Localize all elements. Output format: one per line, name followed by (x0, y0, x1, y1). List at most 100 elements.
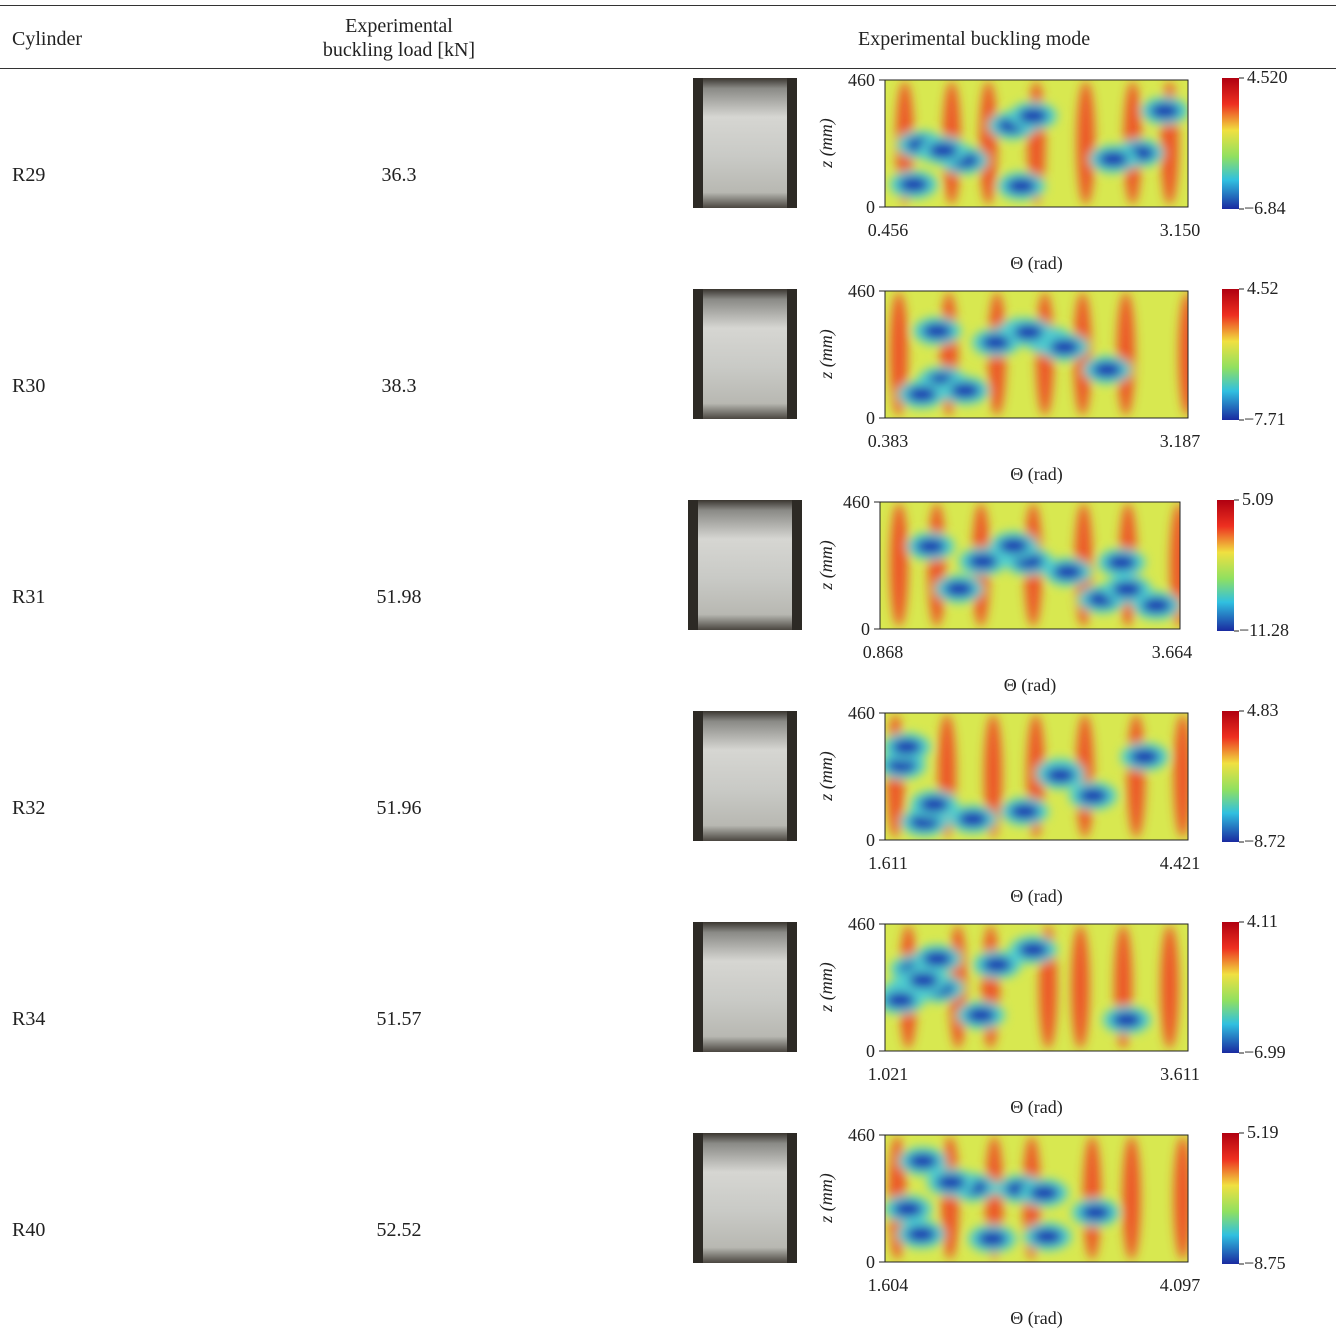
colorbar-max: 5.09 (1242, 492, 1274, 509)
heatmap-spot (982, 957, 1012, 973)
z-axis-label: z (mm) (816, 540, 837, 591)
heatmap-spot (1081, 1205, 1111, 1221)
heatmap-band (1077, 81, 1095, 205)
heatmap-spot (966, 1007, 996, 1023)
heatmap-band (979, 81, 997, 205)
colorbar-min: −7.71 (1244, 409, 1286, 429)
heatmap-band (1127, 714, 1145, 838)
buckling-load: 36.3 (340, 164, 458, 187)
heatmap (885, 291, 1197, 418)
z-tick-label: 0 (866, 197, 875, 217)
theta-tick-label: 3.187 (1160, 431, 1201, 451)
heatmap-spot (944, 581, 974, 597)
z-tick-label: 0 (866, 1252, 875, 1272)
heatmap-band (890, 503, 908, 627)
heatmap-spot (909, 972, 939, 988)
colorbar-max: 5.19 (1247, 1125, 1279, 1142)
cylinder: R29 (12, 164, 45, 187)
z-tick-label: 460 (848, 914, 875, 934)
theta-axis-label: Θ (rad) (1010, 464, 1062, 485)
cylinder: R40 (12, 1219, 45, 1242)
cylinder-photo (693, 711, 797, 841)
theta-axis-label: Θ (rad) (1010, 886, 1062, 907)
theta-tick-label: 1.611 (868, 853, 908, 873)
colorbar (1222, 1133, 1239, 1264)
heatmap-spot (1078, 788, 1108, 804)
heatmap-spot (922, 951, 952, 967)
heatmap-spot (977, 1231, 1007, 1247)
heatmap-band (1174, 714, 1192, 838)
cylinder-photo (688, 500, 802, 630)
heatmap-spot (885, 992, 915, 1008)
top-rule (0, 5, 1336, 6)
colorbar-max: 4.520 (1247, 70, 1288, 87)
colorbar (1222, 711, 1239, 842)
theta-tick-label: 0.868 (863, 642, 904, 662)
theta-axis-label: Θ (rad) (1004, 675, 1056, 696)
heatmap-band (1123, 1136, 1141, 1260)
heatmap-spot (906, 1226, 936, 1242)
theta-tick-label: 0.456 (868, 220, 909, 240)
cylinder: R34 (12, 1008, 45, 1031)
heatmap-spot (899, 177, 929, 193)
z-tick-label: 0 (866, 830, 875, 850)
theta-axis-label: Θ (rad) (1010, 1097, 1062, 1118)
z-tick-label: 0 (866, 1041, 875, 1061)
colorbar (1222, 78, 1239, 209)
theta-tick-label: 3.664 (1152, 642, 1193, 662)
heatmap-spot (1112, 1012, 1142, 1028)
heatmap (880, 502, 1188, 629)
heatmap-band (1117, 292, 1135, 416)
z-tick-label: 460 (848, 703, 875, 723)
heatmap-spot (1112, 581, 1142, 597)
heatmap (878, 713, 1192, 840)
heatmap-spot (908, 1153, 938, 1169)
theta-tick-label: 4.097 (1160, 1275, 1201, 1295)
colorbar-min: −8.75 (1244, 1253, 1286, 1273)
z-tick-label: 460 (848, 281, 875, 301)
heatmap-spot (1029, 1185, 1059, 1201)
z-axis-label: z (mm) (816, 329, 837, 380)
heatmap (885, 80, 1189, 207)
heatmap-band (982, 925, 1000, 1049)
buckling-load: 51.57 (340, 1008, 458, 1031)
heatmap-spot (1032, 1229, 1062, 1245)
heatmap-spot (1014, 324, 1044, 340)
heatmap-spot (893, 1201, 923, 1217)
z-tick-label: 0 (866, 408, 875, 428)
heatmap-band (1083, 1136, 1101, 1260)
z-axis-label: z (mm) (816, 751, 837, 802)
heatmap-spot (1053, 564, 1083, 580)
heatmap-spot (1098, 151, 1128, 167)
colorbar-max: 4.83 (1247, 703, 1279, 720)
cylinder-photo (693, 922, 797, 1052)
buckling-load: 51.96 (340, 797, 458, 820)
theta-tick-label: 1.021 (868, 1064, 909, 1084)
colorbar (1222, 289, 1239, 420)
heatmap-spot (1130, 749, 1160, 765)
header-cylinder: Cylinder (12, 27, 82, 51)
heatmap-spot (1092, 362, 1122, 378)
heatmap-spot (950, 383, 980, 399)
heatmap-spot (1150, 103, 1180, 119)
heatmap-spot (916, 538, 946, 554)
theta-axis-label: Θ (rad) (1010, 1308, 1062, 1329)
buckling-load: 52.52 (340, 1219, 458, 1242)
heatmap-spot (1010, 804, 1040, 820)
heatmap-spot (968, 553, 998, 569)
heatmap-band (1174, 1136, 1192, 1260)
cylinder-photo (693, 78, 797, 208)
theta-tick-label: 3.611 (1160, 1064, 1200, 1084)
heatmap (884, 1135, 1192, 1262)
theta-axis-label: Θ (rad) (1010, 253, 1062, 274)
cylinder: R32 (12, 797, 45, 820)
heatmap-spot (1106, 555, 1136, 571)
colorbar-max: 4.52 (1247, 281, 1279, 298)
cylinder-photo (693, 289, 797, 419)
z-axis-label: z (mm) (816, 118, 837, 169)
colorbar-max: 4.11 (1247, 914, 1278, 931)
z-tick-label: 0 (861, 619, 870, 639)
heatmap-band (928, 503, 946, 627)
